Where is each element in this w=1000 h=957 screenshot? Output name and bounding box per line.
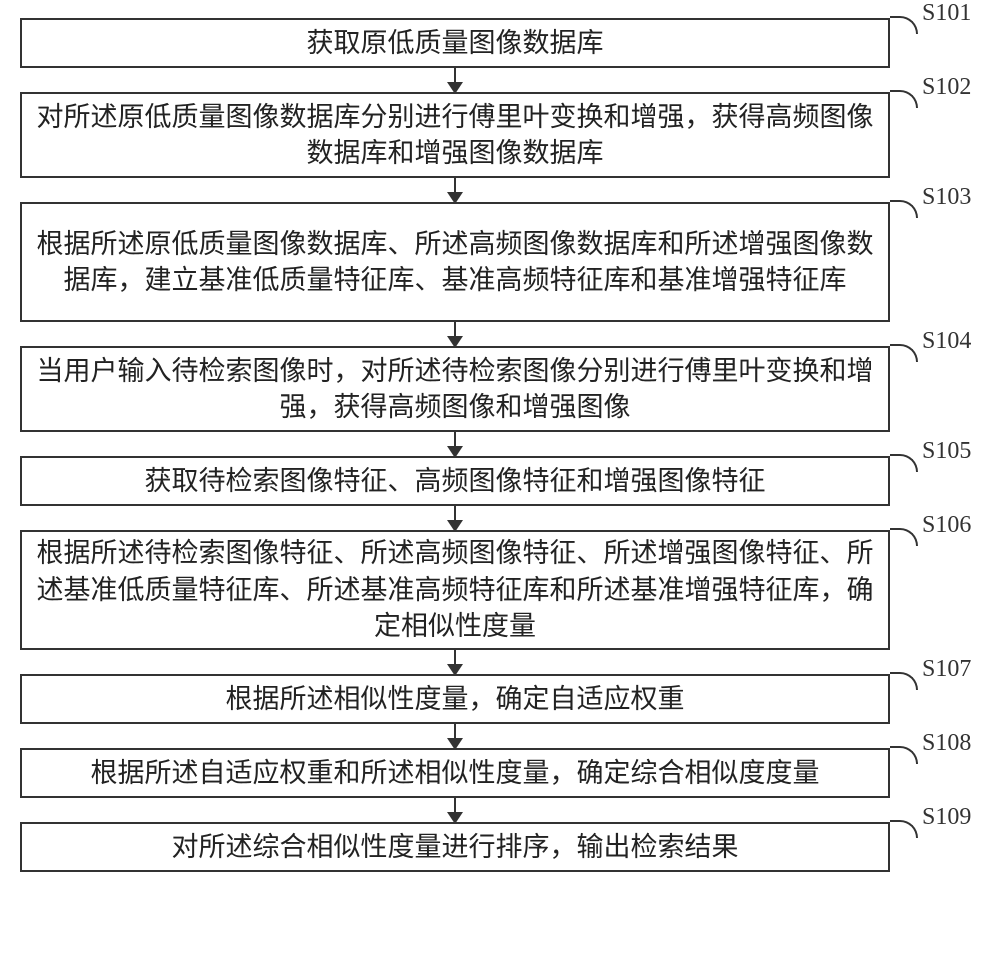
step-row-s108: 根据所述自适应权重和所述相似性度量，确定综合相似度度量 S108 (20, 748, 980, 798)
arrow-s102-s103 (20, 178, 890, 202)
label-connector-s109 (890, 820, 918, 838)
step-box-s107: 根据所述相似性度量，确定自适应权重 (20, 674, 890, 724)
label-connector-s107 (890, 672, 918, 690)
step-box-s101: 获取原低质量图像数据库 (20, 18, 890, 68)
step-label-s103: S103 (922, 184, 971, 211)
step-box-s108: 根据所述自适应权重和所述相似性度量，确定综合相似度度量 (20, 748, 890, 798)
step-box-s103: 根据所述原低质量图像数据库、所述高频图像数据库和所述增强图像数据库，建立基准低质… (20, 202, 890, 322)
step-row-s105: 获取待检索图像特征、高频图像特征和增强图像特征 S105 (20, 456, 980, 506)
step-label-s105: S105 (922, 438, 971, 465)
step-label-s109: S109 (922, 804, 971, 831)
step-text-s105: 获取待检索图像特征、高频图像特征和增强图像特征 (145, 463, 766, 499)
step-row-s109: 对所述综合相似性度量进行排序，输出检索结果 S109 (20, 822, 980, 872)
step-label-s101: S101 (922, 0, 971, 27)
arrow-s105-s106 (20, 506, 890, 530)
flowchart-container: 获取原低质量图像数据库 S101 对所述原低质量图像数据库分别进行傅里叶变换和增… (20, 18, 980, 872)
step-label-s102: S102 (922, 74, 971, 101)
arrow-s101-s102 (20, 68, 890, 92)
arrow-s106-s107 (20, 650, 890, 674)
step-row-s103: 根据所述原低质量图像数据库、所述高频图像数据库和所述增强图像数据库，建立基准低质… (20, 202, 980, 322)
step-text-s108: 根据所述自适应权重和所述相似性度量，确定综合相似度度量 (91, 755, 820, 791)
step-box-s106: 根据所述待检索图像特征、所述高频图像特征、所述增强图像特征、所述基准低质量特征库… (20, 530, 890, 650)
label-connector-s104 (890, 344, 918, 362)
arrow-s103-s104 (20, 322, 890, 346)
label-connector-s103 (890, 200, 918, 218)
step-text-s103: 根据所述原低质量图像数据库、所述高频图像数据库和所述增强图像数据库，建立基准低质… (34, 226, 876, 299)
step-label-s108: S108 (922, 730, 971, 757)
step-box-s102: 对所述原低质量图像数据库分别进行傅里叶变换和增强，获得高频图像数据库和增强图像数… (20, 92, 890, 178)
step-label-s107: S107 (922, 656, 971, 683)
step-text-s109: 对所述综合相似性度量进行排序，输出检索结果 (172, 829, 739, 865)
step-box-s109: 对所述综合相似性度量进行排序，输出检索结果 (20, 822, 890, 872)
arrow-s104-s105 (20, 432, 890, 456)
step-text-s101: 获取原低质量图像数据库 (307, 25, 604, 61)
label-connector-s101 (890, 16, 918, 34)
label-connector-s102 (890, 90, 918, 108)
step-text-s104: 当用户输入待检索图像时，对所述待检索图像分别进行傅里叶变换和增强，获得高频图像和… (34, 353, 876, 426)
arrow-s107-s108 (20, 724, 890, 748)
label-connector-s108 (890, 746, 918, 764)
step-row-s107: 根据所述相似性度量，确定自适应权重 S107 (20, 674, 980, 724)
step-label-s106: S106 (922, 512, 971, 539)
label-connector-s106 (890, 528, 918, 546)
step-row-s102: 对所述原低质量图像数据库分别进行傅里叶变换和增强，获得高频图像数据库和增强图像数… (20, 92, 980, 178)
step-row-s101: 获取原低质量图像数据库 S101 (20, 18, 980, 68)
step-text-s107: 根据所述相似性度量，确定自适应权重 (226, 681, 685, 717)
step-label-s104: S104 (922, 328, 971, 355)
step-text-s102: 对所述原低质量图像数据库分别进行傅里叶变换和增强，获得高频图像数据库和增强图像数… (34, 99, 876, 172)
step-row-s104: 当用户输入待检索图像时，对所述待检索图像分别进行傅里叶变换和增强，获得高频图像和… (20, 346, 980, 432)
step-text-s106: 根据所述待检索图像特征、所述高频图像特征、所述增强图像特征、所述基准低质量特征库… (34, 535, 876, 644)
step-row-s106: 根据所述待检索图像特征、所述高频图像特征、所述增强图像特征、所述基准低质量特征库… (20, 530, 980, 650)
arrow-s108-s109 (20, 798, 890, 822)
step-box-s105: 获取待检索图像特征、高频图像特征和增强图像特征 (20, 456, 890, 506)
step-box-s104: 当用户输入待检索图像时，对所述待检索图像分别进行傅里叶变换和增强，获得高频图像和… (20, 346, 890, 432)
label-connector-s105 (890, 454, 918, 472)
